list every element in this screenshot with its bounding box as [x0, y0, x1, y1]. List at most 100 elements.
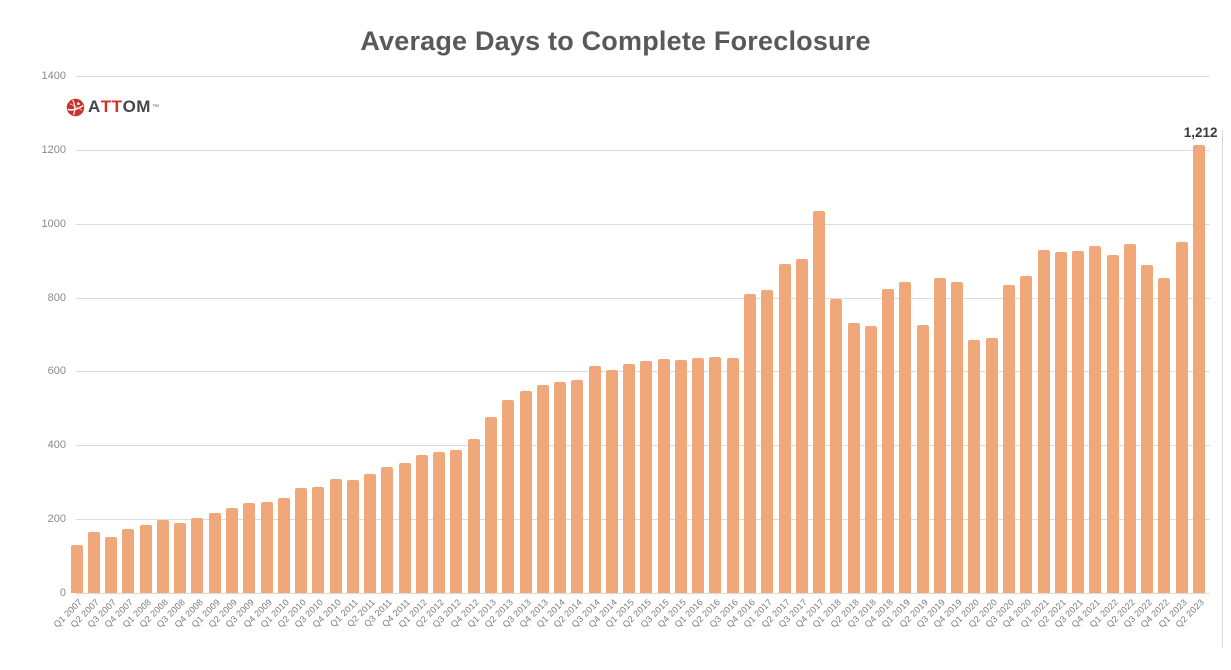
- bar-q4-2014[interactable]: [605, 369, 618, 593]
- bar-q3-2015[interactable]: [657, 358, 670, 593]
- bar-q4-2010[interactable]: [329, 478, 342, 593]
- bar-q2-2008[interactable]: [156, 519, 169, 593]
- bar-q4-2019[interactable]: [951, 281, 964, 593]
- bar-slot: Q1 2012: [397, 76, 430, 629]
- bar-slot: Q1 2022: [1087, 76, 1121, 629]
- bar-q2-2023[interactable]: [1192, 145, 1205, 593]
- bar-q1-2018[interactable]: [830, 298, 843, 593]
- bar-q4-2022[interactable]: [1158, 277, 1171, 593]
- bar-slot: Q1 2014: [535, 76, 568, 629]
- bar-slot: Q1 2018: [811, 76, 845, 629]
- bar-q4-2012[interactable]: [467, 438, 480, 593]
- bar-q1-2008[interactable]: [139, 525, 152, 593]
- bar-q2-2010[interactable]: [295, 488, 308, 593]
- bar-q1-2010[interactable]: [277, 498, 290, 593]
- bar-slot: Q3 2013: [500, 76, 534, 629]
- bar-q1-2017[interactable]: [761, 290, 774, 593]
- bar-slot: Q2 2019: [897, 76, 931, 629]
- bar-slot: Q4 2018: [863, 76, 896, 629]
- bar-slot: Q2 2021: [1035, 76, 1069, 629]
- bar-q4-2013[interactable]: [536, 384, 549, 593]
- bar-q2-2020[interactable]: [985, 338, 998, 593]
- bar-q4-2016[interactable]: [743, 293, 756, 593]
- y-axis-tick-label: 1400: [41, 70, 66, 82]
- bar-q3-2022[interactable]: [1141, 265, 1154, 593]
- bar-q3-2016[interactable]: [726, 357, 739, 593]
- bar-q2-2016[interactable]: [709, 356, 722, 593]
- bar-q1-2021[interactable]: [1037, 249, 1050, 593]
- bar-q2-2011[interactable]: [364, 474, 377, 593]
- bar-slot: Q2 2013: [483, 76, 517, 629]
- bar-slot: Q2 2023 1,212: [1173, 76, 1217, 629]
- bar-q1-2007[interactable]: [70, 544, 83, 593]
- bar-q4-2015[interactable]: [674, 359, 687, 593]
- bar-q4-2020[interactable]: [1020, 276, 1033, 593]
- bar-slot: Q2 2015: [621, 76, 655, 629]
- bar-q4-2021[interactable]: [1089, 245, 1102, 593]
- bar-q2-2019[interactable]: [916, 324, 929, 593]
- bar-q1-2016[interactable]: [692, 357, 705, 593]
- bar-slot: Q4 2019: [932, 76, 966, 629]
- bar-q3-2013[interactable]: [519, 391, 532, 593]
- attom-logo-segment: TT: [100, 97, 123, 116]
- bar-q2-2022[interactable]: [1123, 243, 1136, 593]
- bar-q3-2007[interactable]: [105, 537, 118, 593]
- bar-q1-2009[interactable]: [208, 512, 221, 593]
- bar-q3-2009[interactable]: [243, 502, 256, 593]
- y-axis-tick-label: 400: [47, 439, 66, 452]
- bar-q4-2018[interactable]: [882, 289, 895, 593]
- gridline-800: [76, 297, 1210, 299]
- bar-q4-2017[interactable]: [813, 210, 826, 593]
- bar-q2-2017[interactable]: [778, 264, 791, 593]
- bar-q1-2013[interactable]: [485, 416, 497, 593]
- bar-slot: Q3 2010: [293, 76, 327, 629]
- bar-slot: Q4 2010: [310, 76, 344, 629]
- bar-q3-2011[interactable]: [381, 467, 394, 593]
- bar-q1-2023[interactable]: [1175, 242, 1188, 593]
- bar-q1-2022[interactable]: [1106, 255, 1119, 593]
- bar-q2-2013[interactable]: [502, 399, 515, 593]
- bar-q3-2018[interactable]: [864, 326, 877, 593]
- y-axis-tick-label: 1000: [41, 217, 66, 230]
- bar-q4-2009[interactable]: [260, 501, 273, 593]
- bar-slot: Q1 2013: [466, 76, 499, 629]
- bar-q2-2015[interactable]: [640, 360, 653, 593]
- gridline-1400: [76, 76, 1210, 77]
- bar-slot: Q4 2011: [380, 76, 413, 629]
- bar-slot: Q2 2008: [138, 76, 171, 629]
- bar-slot: Q2 2011: [345, 76, 379, 629]
- bar-q1-2020[interactable]: [968, 340, 981, 593]
- bar-q3-2014[interactable]: [588, 365, 601, 593]
- bar-q3-2019[interactable]: [933, 278, 946, 593]
- bar-q1-2019[interactable]: [899, 282, 912, 593]
- bar-q2-2021[interactable]: [1054, 252, 1067, 593]
- y-axis-tick-label: 800: [47, 291, 66, 304]
- bar-slot: Q4 2021: [1070, 76, 1104, 629]
- bar-q3-2008[interactable]: [174, 522, 187, 593]
- bar-q3-2020[interactable]: [1002, 284, 1015, 593]
- bar-q2-2009[interactable]: [226, 507, 239, 593]
- bar-slot: Q4 2012: [448, 76, 482, 629]
- bar-slot: Q2 2020: [966, 76, 1000, 629]
- bar-q4-2008[interactable]: [191, 518, 204, 593]
- bar-q1-2012[interactable]: [415, 455, 428, 593]
- bar-q4-2007[interactable]: [122, 529, 135, 593]
- bar-q3-2021[interactable]: [1072, 251, 1085, 593]
- bar-q3-2017[interactable]: [795, 258, 808, 593]
- bar-slot: Q4 2007: [103, 76, 137, 629]
- bar-slot: Q3 2009: [224, 76, 258, 629]
- bar-q2-2012[interactable]: [433, 451, 446, 593]
- bar-q1-2015[interactable]: [623, 363, 636, 593]
- bar-q3-2010[interactable]: [312, 487, 325, 593]
- right-edge-line: [1222, 130, 1223, 648]
- bar-slot: Q1 2023: [1156, 76, 1190, 629]
- bar-slot: Q4 2009: [241, 76, 275, 629]
- bar-q2-2014[interactable]: [571, 379, 584, 593]
- bar-q4-2011[interactable]: [398, 463, 411, 593]
- bar-q2-2018[interactable]: [847, 323, 860, 593]
- bar-q1-2014[interactable]: [554, 381, 567, 593]
- bar-q2-2007[interactable]: [87, 532, 100, 593]
- bar-q1-2011[interactable]: [346, 480, 359, 593]
- attom-logo-segment: A: [88, 97, 101, 116]
- bar-q3-2012[interactable]: [450, 450, 463, 593]
